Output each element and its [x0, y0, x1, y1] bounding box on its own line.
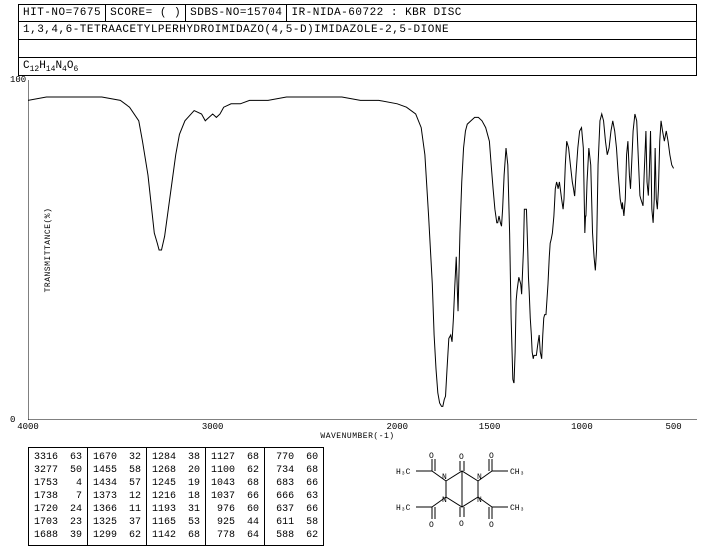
peak-row: 1165 53 [152, 516, 200, 529]
molecule-svg: H₃C H₃C CH₃ CH₃ O O O O O O N N N N [374, 449, 554, 539]
spectrum-svg [28, 80, 697, 420]
sdbs-no-cell: SDBS-NO=15704 [186, 5, 287, 21]
peak-row: 1284 38 [152, 451, 200, 464]
peak-row: 1193 31 [152, 503, 200, 516]
formula-bar: C12H14N4O6 [18, 58, 697, 76]
peak-row: 1455 58 [93, 464, 141, 477]
peak-row: 1245 19 [152, 477, 200, 490]
molecule-structure: H₃C H₃C CH₃ CH₃ O O O O O O N N N N [374, 449, 554, 543]
y-tick-0: 0 [10, 415, 15, 425]
header-bar: HIT-NO=7675 SCORE= ( ) SDBS-NO=15704 IR-… [18, 4, 697, 22]
peak-row: 1216 18 [152, 490, 200, 503]
label-o-bl: O [429, 521, 434, 530]
formula-h: H [39, 60, 46, 72]
label-n-tr: N [477, 473, 482, 482]
peak-row: 1299 62 [93, 529, 141, 542]
peak-row: 925 44 [211, 516, 259, 529]
peak-row: 1720 24 [34, 503, 82, 516]
peak-row: 1753 4 [34, 477, 82, 490]
peak-row: 1434 57 [93, 477, 141, 490]
peak-row: 637 66 [270, 503, 318, 516]
peak-row: 1037 66 [211, 490, 259, 503]
y-tick-100: 100 [10, 75, 26, 85]
peak-row: 976 60 [211, 503, 259, 516]
peak-row: 1366 11 [93, 503, 141, 516]
peak-row: 1738 7 [34, 490, 82, 503]
formula-12: 12 [30, 65, 40, 74]
peak-row: 1373 12 [93, 490, 141, 503]
x-tick-row: 4000 3000 2000 1500 1000 500 [28, 422, 697, 434]
label-ch3-tr: CH₃ [510, 468, 524, 477]
label-ch3-br: CH₃ [510, 504, 524, 513]
compound-name: 1,3,4,6-TETRAACETYLPERHYDROIMIDAZO(4,5-D… [18, 22, 697, 40]
peak-row: 588 62 [270, 529, 318, 542]
label-o-tr: O [489, 452, 494, 461]
blank-bar [18, 40, 697, 58]
hit-no-cell: HIT-NO=7675 [19, 5, 106, 21]
ir-info-cell: IR-NIDA-60722 : KBR DISC [287, 5, 696, 21]
label-h3c-bl: H₃C [396, 504, 411, 513]
peak-row: 1127 68 [211, 451, 259, 464]
x-tick-1000: 1000 [571, 422, 593, 432]
peak-row: 3316 63 [34, 451, 82, 464]
peak-row: 666 63 [270, 490, 318, 503]
label-n-bl: N [442, 496, 447, 505]
peak-row: 1688 39 [34, 529, 82, 542]
x-tick-500: 500 [665, 422, 681, 432]
peak-row: 1670 32 [93, 451, 141, 464]
peak-row: 1142 68 [152, 529, 200, 542]
peak-row: 1703 23 [34, 516, 82, 529]
x-tick-4000: 4000 [17, 422, 39, 432]
peak-row: 1100 62 [211, 464, 259, 477]
x-tick-1500: 1500 [479, 422, 501, 432]
peak-row: 1043 68 [211, 477, 259, 490]
ir-spectrum-chart: TRANSMITTANCE(%) 100 0 [28, 80, 697, 420]
label-o-br: O [489, 521, 494, 530]
score-cell: SCORE= ( ) [106, 5, 186, 21]
peak-row: 3277 50 [34, 464, 82, 477]
label-o-bot: O [459, 520, 464, 529]
x-tick-2000: 2000 [386, 422, 408, 432]
label-n-tl: N [442, 473, 447, 482]
peak-row: 778 64 [211, 529, 259, 542]
formula-c: C [23, 60, 30, 72]
formula-6: 6 [73, 65, 78, 74]
x-tick-3000: 3000 [202, 422, 224, 432]
bottom-area: 3316 633277 501753 41738 71720 241703 23… [0, 441, 715, 546]
label-n-br: N [477, 496, 482, 505]
label-o-top: O [459, 453, 464, 462]
label-o-tl: O [429, 452, 434, 461]
peak-row: 734 68 [270, 464, 318, 477]
peak-row: 611 58 [270, 516, 318, 529]
label-h3c-tl: H₃C [396, 468, 411, 477]
peak-table: 3316 633277 501753 41738 71720 241703 23… [28, 447, 324, 546]
peak-row: 1268 20 [152, 464, 200, 477]
peak-row: 770 60 [270, 451, 318, 464]
peak-row: 1325 37 [93, 516, 141, 529]
formula-14: 14 [46, 65, 56, 74]
peak-row: 683 66 [270, 477, 318, 490]
